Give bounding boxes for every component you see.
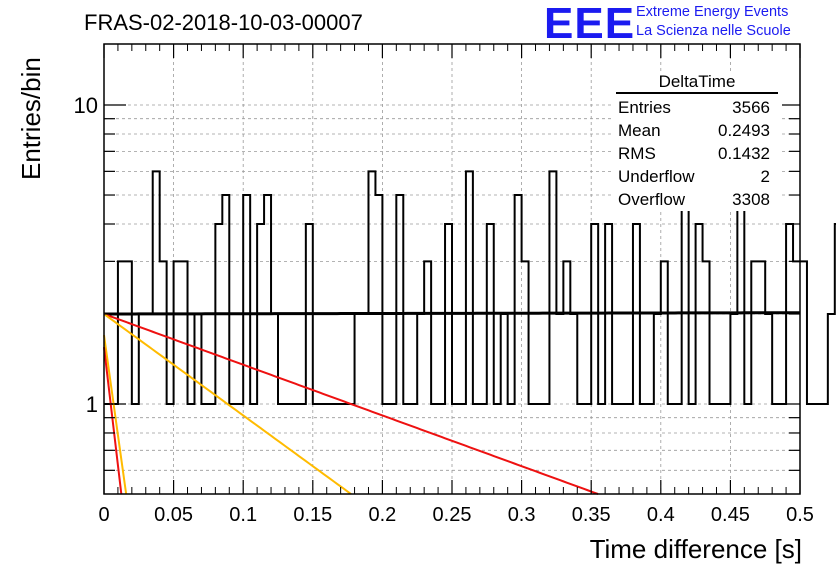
stats-box: DeltaTime Entries 3566 Mean 0.2493 RMS 0… <box>612 72 782 211</box>
plot-title: FRAS-02-2018-10-03-00007 <box>84 10 363 35</box>
fit-curve <box>103 313 599 495</box>
fit-curve <box>103 313 352 495</box>
stat-value: 2 <box>760 167 770 186</box>
x-tick-label: 0.05 <box>154 504 193 526</box>
x-tick-label: 0.15 <box>293 504 332 526</box>
stat-label: Entries <box>618 98 671 117</box>
y-tick-label: 1 <box>86 392 98 417</box>
x-tick-label: 0.2 <box>368 504 396 526</box>
x-tick-label: 0.5 <box>786 504 814 526</box>
logo-subtitle-1: Extreme Energy Events <box>636 4 789 20</box>
logo-subtitle-2: La Scienza nelle Scuole <box>636 23 791 39</box>
stat-value: 0.2493 <box>718 121 770 140</box>
x-tick-label: 0.1 <box>229 504 257 526</box>
eee-logo: EEE <box>544 0 636 48</box>
stat-label: RMS <box>618 144 656 163</box>
chart-ticks: 0 0.05 0.1 0.15 0.2 0.25 0.3 0.35 0.4 0.45 0.5 1 10 <box>74 44 814 526</box>
stat-row-overflow: Overflow 3308 <box>612 188 782 211</box>
fit-curve <box>103 311 801 316</box>
x-tick-label: 0.25 <box>433 504 472 526</box>
stat-label: Mean <box>618 121 661 140</box>
stats-title: DeltaTime <box>616 72 778 94</box>
x-tick-label: 0.45 <box>711 504 750 526</box>
stat-row-underflow: Underflow 2 <box>612 165 782 188</box>
x-tick-label: 0.4 <box>647 504 675 526</box>
x-axis-label: Time difference [s] <box>589 534 802 564</box>
stat-row-rms: RMS 0.1432 <box>612 142 782 165</box>
fit-curve <box>103 346 123 495</box>
stat-label: Overflow <box>618 190 686 209</box>
stat-value: 0.1432 <box>718 144 770 163</box>
y-tick-label: 10 <box>74 93 98 118</box>
histogram-series <box>104 170 836 405</box>
chart-series <box>103 170 836 495</box>
x-tick-label: 0 <box>98 504 109 526</box>
stat-row-mean: Mean 0.2493 <box>612 119 782 142</box>
stat-value: 3308 <box>732 190 770 209</box>
y-axis-label: Entries/bin <box>16 57 46 180</box>
fit-curve <box>103 334 128 495</box>
x-tick-label: 0.35 <box>572 504 611 526</box>
x-tick-label: 0.3 <box>508 504 536 526</box>
stat-value: 3566 <box>732 98 770 117</box>
stat-label: Underflow <box>618 167 695 186</box>
stat-row-entries: Entries 3566 <box>612 96 782 119</box>
